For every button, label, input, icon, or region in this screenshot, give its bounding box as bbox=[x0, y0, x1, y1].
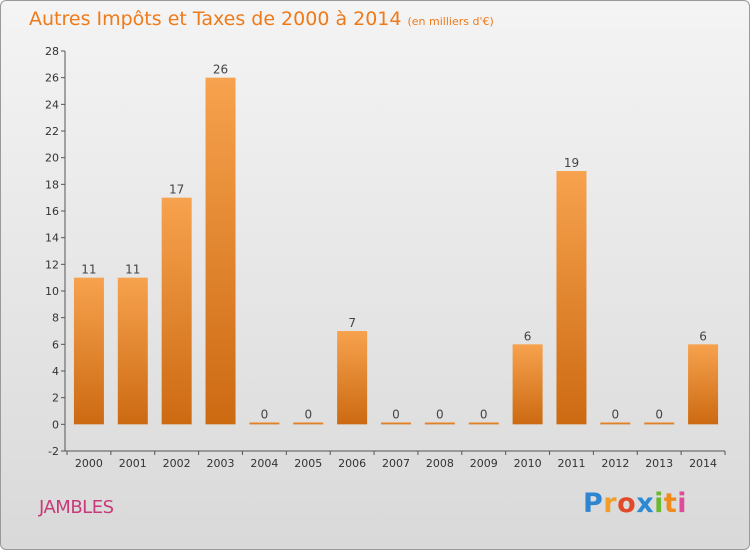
y-tick-label: 6 bbox=[52, 338, 59, 351]
chart-title-main: Autres Impôts et Taxes de 2000 à 2014 bbox=[29, 8, 402, 30]
y-tick-label: 16 bbox=[45, 205, 59, 218]
y-tick-label: -2 bbox=[48, 445, 59, 458]
chart-title-unit: (en milliers d'€) bbox=[407, 15, 494, 28]
bar-value-label: 17 bbox=[169, 183, 184, 197]
bar-value-label: 7 bbox=[348, 316, 356, 330]
y-tick-label: 22 bbox=[45, 125, 59, 138]
bar bbox=[468, 422, 499, 425]
bar-value-label: 0 bbox=[436, 407, 444, 421]
bar-value-label: 19 bbox=[564, 156, 579, 170]
x-tick-label: 2011 bbox=[557, 457, 585, 470]
bar-value-label: 11 bbox=[81, 263, 96, 277]
bar bbox=[512, 344, 543, 425]
chart-title: Autres Impôts et Taxes de 2000 à 2014 (en… bbox=[29, 8, 494, 30]
bar-value-label: 0 bbox=[304, 407, 312, 421]
bar bbox=[117, 277, 148, 425]
x-tick-label: 2003 bbox=[207, 457, 235, 470]
bar bbox=[337, 331, 368, 425]
bars: 11 11 17 26 0 0 7 0 0 0 6 19 0 0 6 bbox=[73, 63, 719, 425]
bar bbox=[381, 422, 411, 425]
x-tick-label: 2012 bbox=[601, 457, 629, 470]
x-tick-label: 2008 bbox=[426, 457, 454, 470]
commune-name: JAMBLES bbox=[39, 497, 114, 518]
y-tick-label: 8 bbox=[52, 312, 59, 325]
bar-value-label: 0 bbox=[480, 407, 488, 421]
x-tick-label: 2009 bbox=[470, 457, 498, 470]
y-tick-label: 18 bbox=[45, 178, 59, 191]
proxiti-logo: Proxiti bbox=[583, 488, 688, 519]
x-tick-label: 2001 bbox=[119, 457, 147, 470]
bar-value-label: 0 bbox=[655, 407, 663, 421]
y-tick-label: 4 bbox=[52, 365, 59, 378]
y-tick-label: 28 bbox=[45, 45, 59, 58]
bar bbox=[556, 171, 587, 425]
y-tick-label: 20 bbox=[45, 152, 59, 165]
x-tick-label: 2010 bbox=[514, 457, 542, 470]
y-tick-label: 0 bbox=[52, 418, 59, 431]
bar bbox=[644, 422, 675, 425]
bar bbox=[424, 422, 455, 425]
bar bbox=[688, 344, 719, 425]
bar-value-label: 26 bbox=[213, 63, 228, 77]
x-axis: 2000 2001 2002 2003 2004 2005 2006 2007 2008 2009… bbox=[65, 450, 726, 470]
x-tick-label: 2005 bbox=[294, 457, 322, 470]
bar bbox=[161, 197, 192, 425]
y-tick-label: 24 bbox=[45, 98, 59, 111]
bar-value-label: 11 bbox=[125, 263, 140, 277]
x-tick-label: 2006 bbox=[338, 457, 366, 470]
bar bbox=[600, 422, 631, 425]
x-tick-label: 2014 bbox=[689, 457, 717, 470]
x-tick-label: 2000 bbox=[75, 457, 103, 470]
x-tick-label: 2007 bbox=[382, 457, 410, 470]
bar bbox=[249, 422, 280, 425]
bar-value-label: 0 bbox=[392, 407, 400, 421]
y-tick-label: 2 bbox=[52, 392, 59, 405]
bar bbox=[205, 77, 236, 425]
bar-value-label: 0 bbox=[612, 407, 620, 421]
bar bbox=[293, 422, 324, 425]
y-tick-label: 14 bbox=[45, 232, 59, 245]
y-tick-label: 12 bbox=[45, 258, 59, 271]
x-tick-label: 2002 bbox=[163, 457, 191, 470]
bar-value-label: 6 bbox=[524, 329, 532, 343]
y-tick-label: 10 bbox=[45, 285, 59, 298]
bar-value-label: 6 bbox=[699, 329, 707, 343]
y-tick-label: 26 bbox=[45, 72, 59, 85]
x-tick-label: 2013 bbox=[645, 457, 673, 470]
x-tick-label: 2004 bbox=[250, 457, 278, 470]
bar bbox=[73, 277, 104, 425]
bar-value-label: 0 bbox=[261, 407, 269, 421]
